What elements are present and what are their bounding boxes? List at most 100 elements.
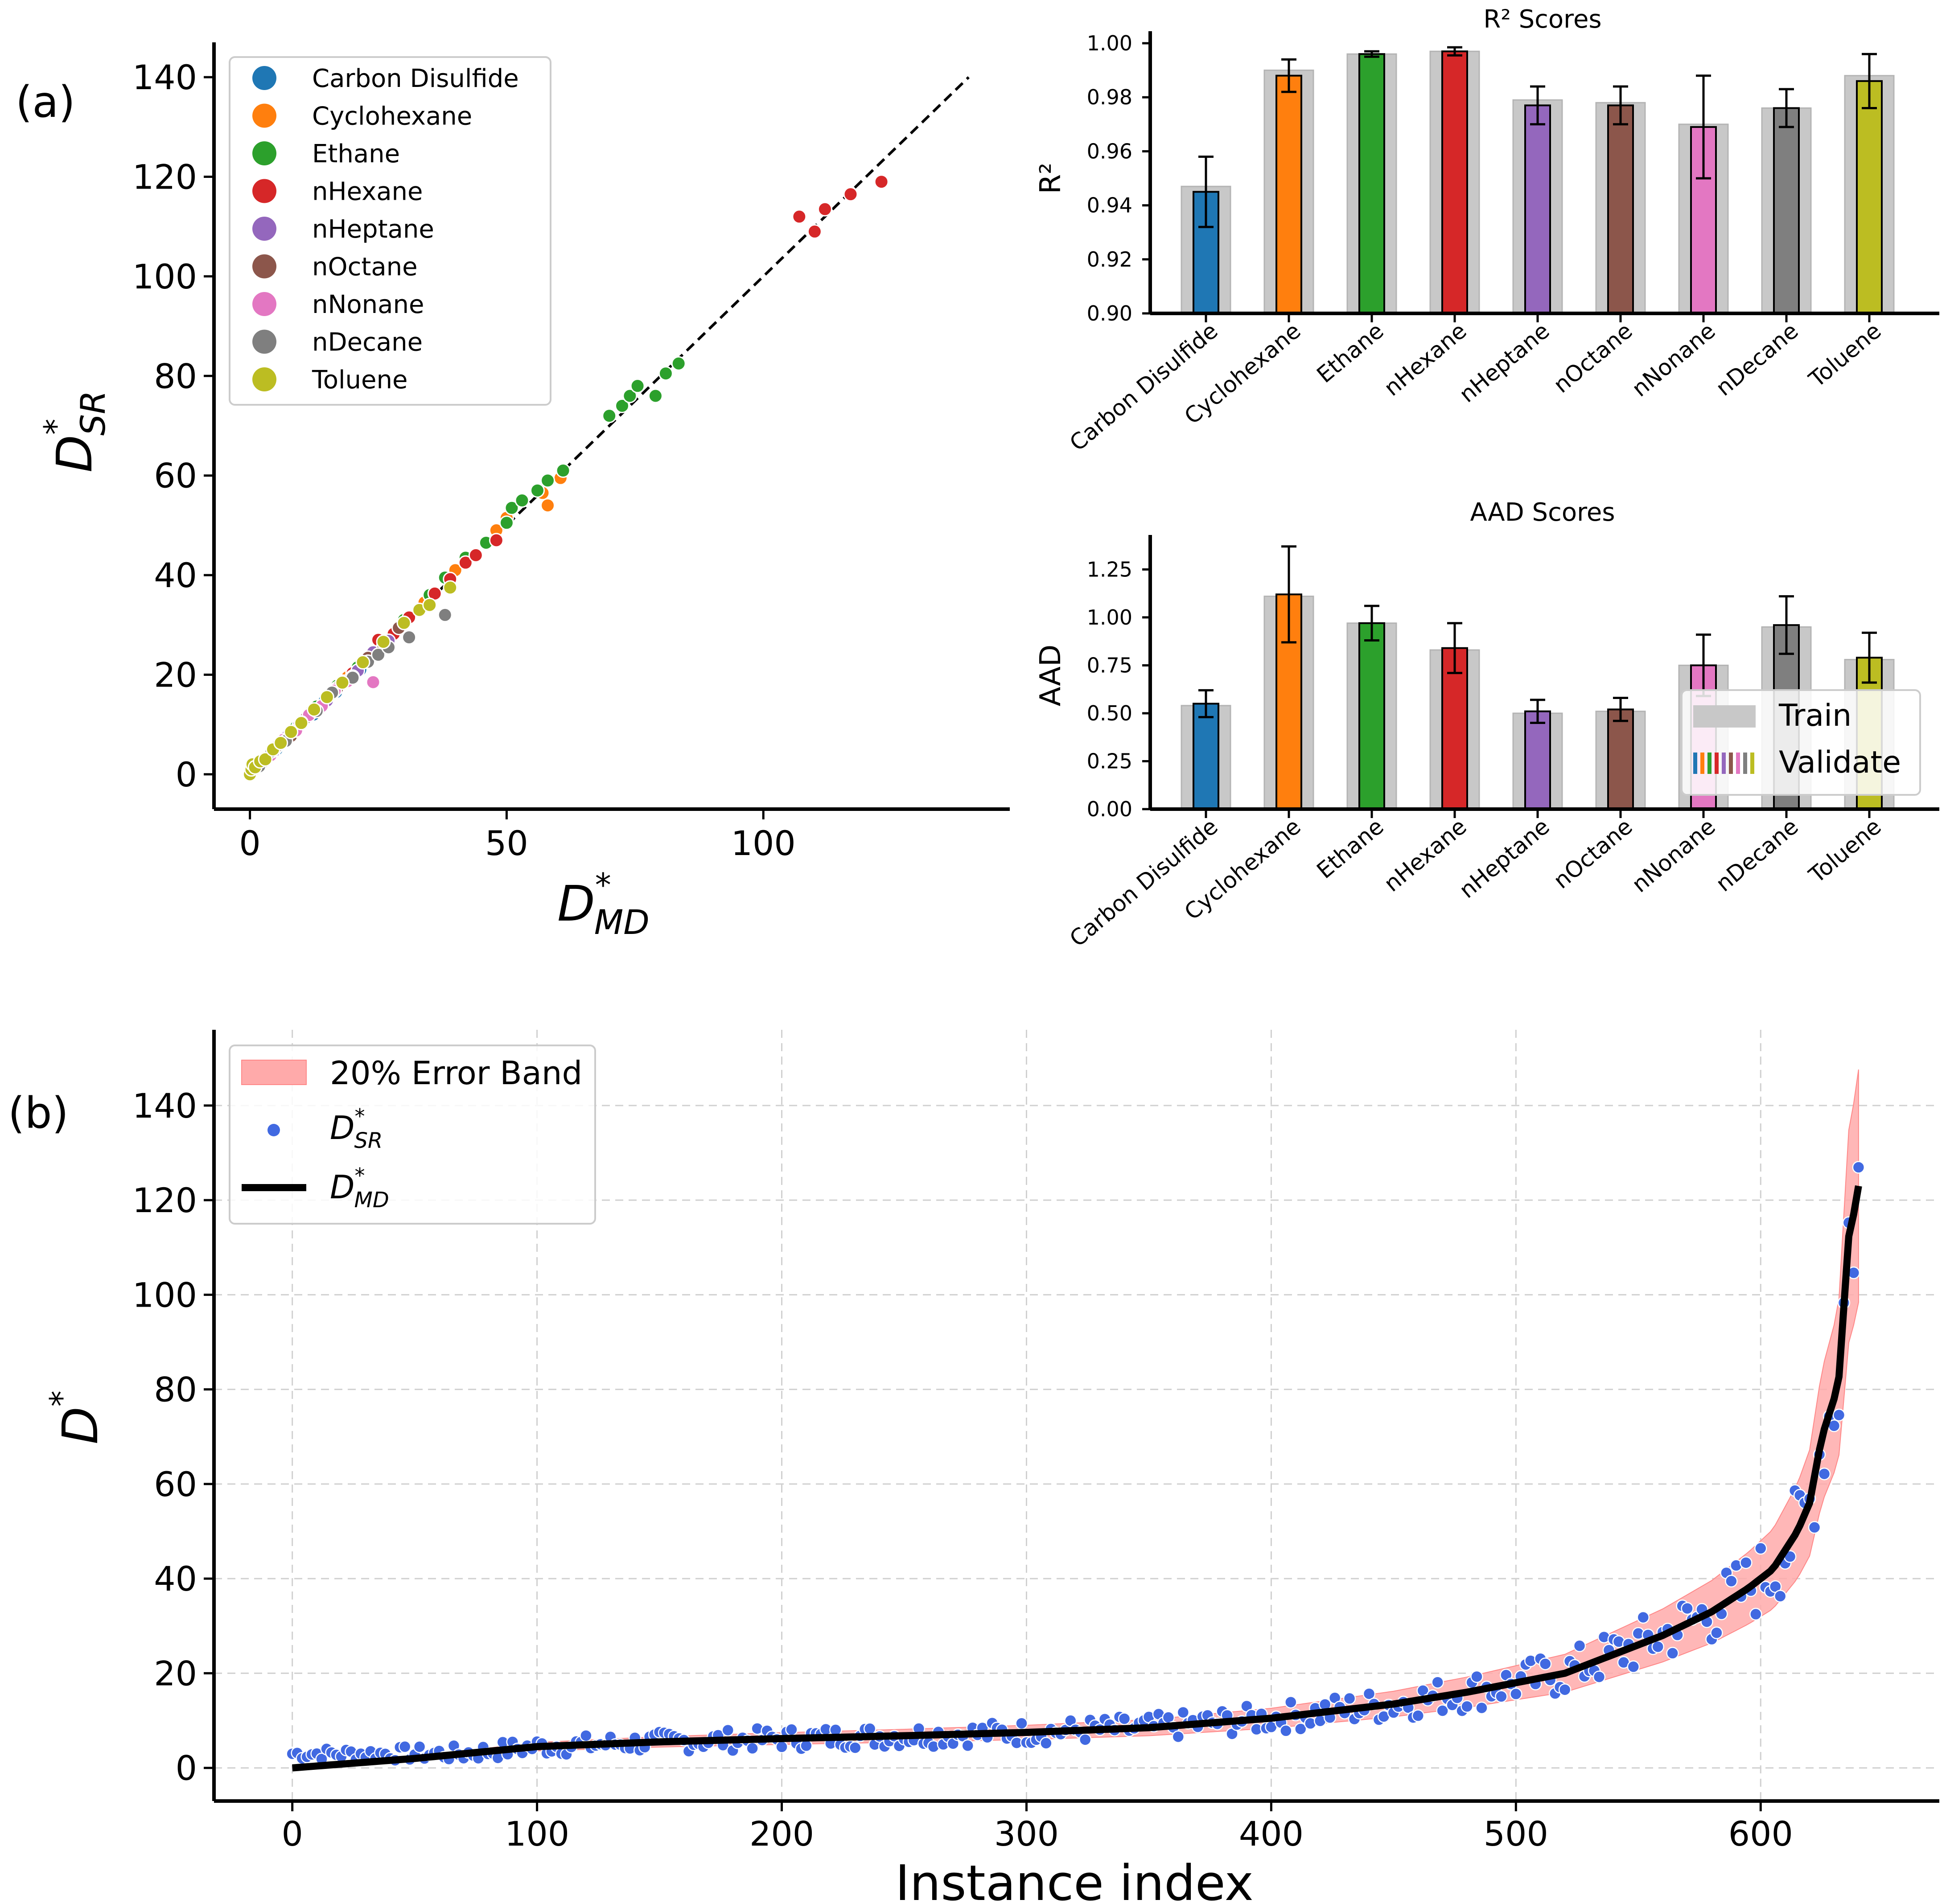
- parity-point-ethane-16: [555, 463, 571, 478]
- sr-point-178: [721, 1723, 735, 1737]
- parity-legend-marker-cyclohexane: [252, 103, 276, 128]
- sr-point-480: [1461, 1700, 1473, 1713]
- aad-legend-validate-stripe-toluene: [1750, 753, 1754, 774]
- r2-y-tick-label-1.00: 1.00: [1087, 31, 1132, 55]
- r2-category-label-ndecane: nDecane: [1711, 318, 1803, 401]
- parity-legend-marker-toluene: [252, 367, 276, 391]
- parity-point-toluene-13: [355, 655, 370, 670]
- r2-bars: [1181, 46, 1895, 315]
- sr-point-204: [785, 1723, 798, 1736]
- parity-legend-label-nheptane: nHeptane: [312, 215, 434, 244]
- parity-legend-marker-ethane: [252, 141, 276, 165]
- parity-point-nhexane-12: [468, 547, 483, 563]
- aad-y-ticks: 0.00 0.25 0.50 0.75 1.00 1.25: [1087, 557, 1150, 821]
- instance-legend-sr-marker: [267, 1124, 280, 1136]
- instance-x-tick-label-100: 100: [505, 1814, 569, 1854]
- aad-y-tick-label-0.25: 0.25: [1087, 749, 1132, 773]
- parity-y-tick-label-100: 100: [132, 257, 197, 296]
- r2-validate-bar-nheptane: [1524, 104, 1551, 314]
- parity-y-label: D*SR: [37, 391, 113, 473]
- sr-point-440: [1362, 1687, 1376, 1700]
- sr-point-276: [961, 1739, 974, 1752]
- parity-point-ethane-14: [530, 483, 545, 498]
- r2-y-tick-label-0.92: 0.92: [1087, 247, 1132, 271]
- parity-point-nhexane-18: [874, 174, 889, 189]
- aad-legend-validate-stripe-nhexane: [1715, 753, 1719, 774]
- sr-point-236: [863, 1722, 876, 1735]
- parity-x-label-sub: MD: [594, 902, 650, 942]
- aad-bar-chart: AAD Scores 0.00 0.25 0.50 0.75 1.00 1.25 Carb…: [1034, 498, 1939, 952]
- instance-legend: 20% Error Band D* SR D* MD: [229, 1045, 596, 1225]
- aad-legend-validate-stripe-carbon-disulfide: [1693, 753, 1697, 774]
- aad-validate-bar-ethane: [1358, 622, 1385, 810]
- parity-point-toluene-5: [258, 752, 273, 767]
- parity-point-ndecane-11: [437, 607, 453, 622]
- parity-y-label-base: D: [46, 435, 103, 473]
- sr-point-526: [1573, 1639, 1586, 1653]
- parity-legend-marker-noctane: [252, 254, 276, 279]
- sr-point-600: [1754, 1542, 1767, 1555]
- parity-point-nhexane-16: [817, 202, 832, 217]
- sr-point-230: [848, 1741, 862, 1754]
- sr-point-534: [1592, 1670, 1606, 1683]
- parity-point-toluene-15: [396, 615, 411, 630]
- parity-x-tick-label-50: 50: [485, 823, 528, 863]
- parity-point-ethane-20: [630, 378, 645, 394]
- sr-point-626: [1818, 1467, 1831, 1480]
- instance-y-tick-label-0: 0: [176, 1748, 197, 1788]
- parity-legend: Carbon Disulfide Cyclohexane Ethane nHexane…: [229, 56, 551, 406]
- sr-point-622: [1808, 1521, 1821, 1534]
- r2-validate-bar-ethane: [1358, 53, 1385, 315]
- sr-point-484: [1470, 1670, 1483, 1683]
- legend-md-sub: MD: [354, 1188, 389, 1213]
- sr-point-552: [1637, 1611, 1650, 1624]
- sr-point-364: [1177, 1706, 1190, 1719]
- parity-point-nnonane-8: [366, 674, 381, 690]
- instance-legend-band-swatch: [241, 1060, 307, 1085]
- parity-point-toluene-8: [284, 724, 299, 740]
- r2-validate-bar-cyclohexane: [1275, 74, 1302, 315]
- r2-y-label: R²: [1034, 163, 1067, 194]
- parity-legend-label-nnonane: nNonane: [312, 290, 424, 319]
- instance-y-tick-label-140: 140: [132, 1086, 197, 1126]
- parity-x-label-sup: *: [595, 866, 611, 904]
- instance-legend-md-label: D* MD: [330, 1164, 389, 1213]
- parity-x-tick-label-0: 0: [239, 823, 260, 863]
- parity-legend-items: Carbon Disulfide Cyclohexane Ethane nHexane…: [252, 64, 519, 395]
- parity-point-nhexane-13: [489, 533, 504, 548]
- sr-point-564: [1666, 1647, 1679, 1660]
- parity-y-tick-label-20: 20: [154, 655, 197, 695]
- sr-points: [286, 1161, 1865, 1767]
- parity-legend-label-nhexane: nHexane: [312, 177, 423, 206]
- legend-sr-base: D: [330, 1109, 354, 1147]
- aad-validate-bar-carbon-disulfide: [1193, 703, 1219, 810]
- parity-legend-label-carbon-disulfide: Carbon Disulfide: [312, 64, 519, 93]
- sr-point-460: [1411, 1709, 1425, 1722]
- parity-point-ndecane-8: [371, 647, 386, 662]
- sr-point-324: [1078, 1733, 1092, 1746]
- aad-validate-bar-nhexane: [1441, 647, 1468, 810]
- parity-legend-label-ethane: Ethane: [312, 140, 400, 169]
- instance-y-label-sup: *: [43, 1390, 80, 1406]
- parity-x-tick-label-100: 100: [731, 823, 796, 863]
- instance-y-tick-label-60: 60: [154, 1464, 197, 1504]
- aad-y-tick-label-1.00: 1.00: [1087, 605, 1132, 629]
- parity-legend-label-toluene: Toluene: [312, 366, 407, 395]
- aad-legend-validate-label: Validate: [1779, 745, 1901, 780]
- aad-legend-validate-stripe-noctane: [1729, 753, 1733, 774]
- parity-y-tick-label-40: 40: [154, 555, 197, 595]
- panel-label-b: (b): [8, 1088, 69, 1138]
- r2-validate-bar-nhexane: [1441, 50, 1468, 315]
- legend-sr-sub: SR: [354, 1128, 383, 1153]
- aad-y-tick-label-1.25: 1.25: [1087, 557, 1132, 581]
- sr-point-406: [1280, 1724, 1292, 1737]
- legend-sr-sup: *: [354, 1104, 365, 1128]
- sr-point-188: [746, 1742, 759, 1755]
- sr-point-308: [1040, 1737, 1053, 1750]
- instance-x-tick-label-200: 200: [749, 1814, 814, 1854]
- parity-point-toluene-14: [376, 634, 391, 650]
- parity-point-ethane-22: [658, 366, 673, 381]
- instance-x-tick-label-300: 300: [994, 1814, 1059, 1854]
- aad-legend-validate-stripe-ndecane: [1743, 753, 1747, 774]
